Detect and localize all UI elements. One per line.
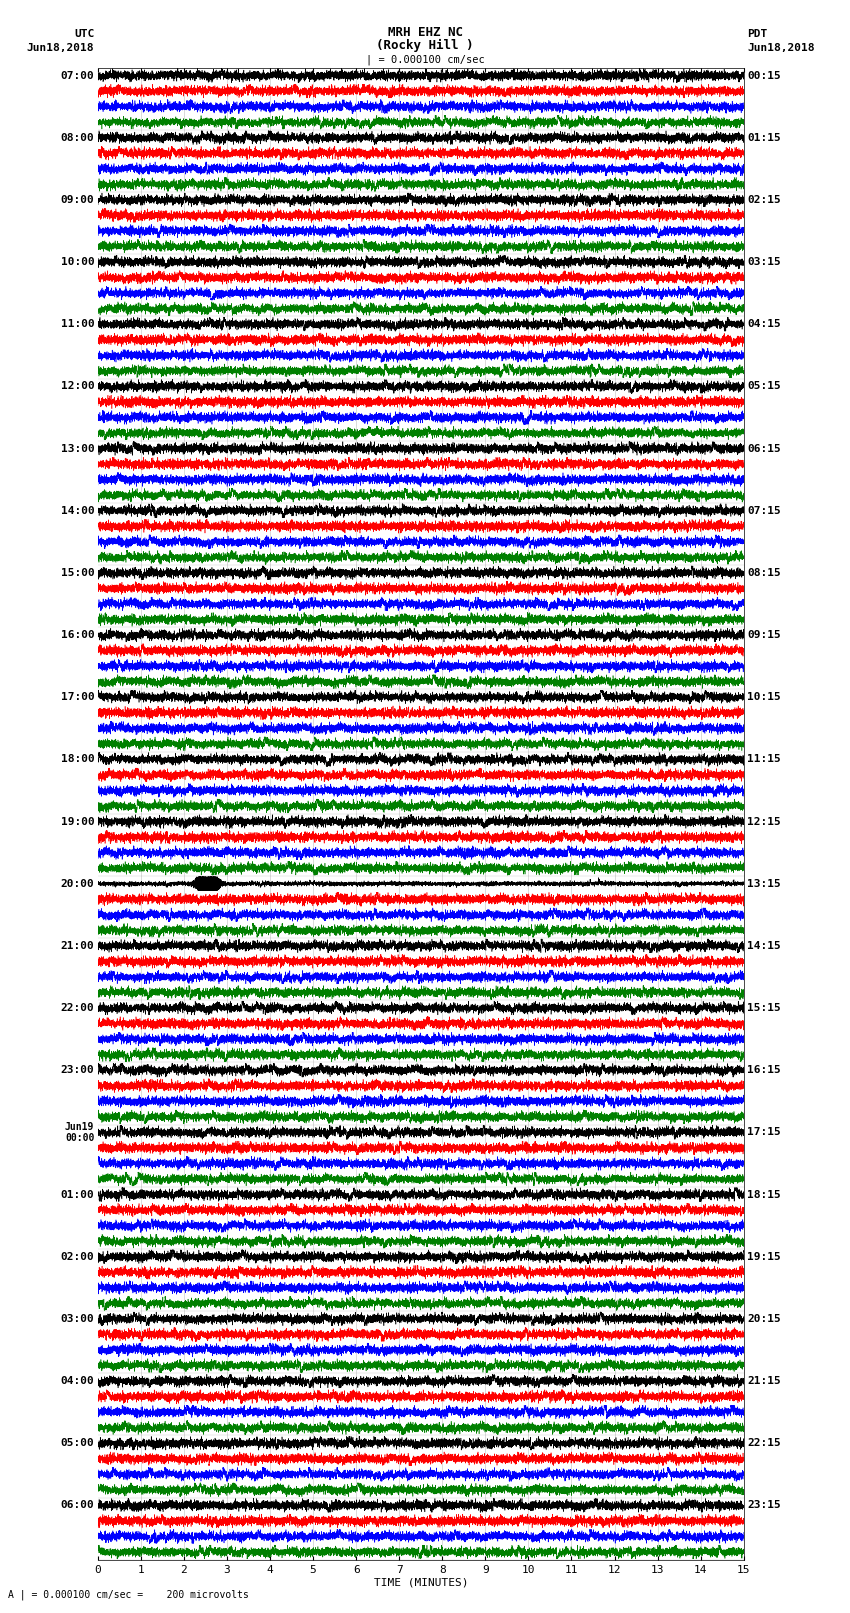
Text: 14:00: 14:00 [60, 506, 94, 516]
Text: 15:15: 15:15 [747, 1003, 781, 1013]
Text: 02:15: 02:15 [747, 195, 781, 205]
Text: 11:15: 11:15 [747, 755, 781, 765]
Text: 01:00: 01:00 [60, 1189, 94, 1200]
Text: 18:00: 18:00 [60, 755, 94, 765]
Text: 09:00: 09:00 [60, 195, 94, 205]
Text: Jun19
00:00: Jun19 00:00 [65, 1121, 94, 1144]
Text: 13:00: 13:00 [60, 444, 94, 453]
Text: 09:15: 09:15 [747, 631, 781, 640]
Text: 17:15: 17:15 [747, 1127, 781, 1137]
Text: 23:15: 23:15 [747, 1500, 781, 1510]
Text: 17:00: 17:00 [60, 692, 94, 702]
Text: 02:00: 02:00 [60, 1252, 94, 1261]
Text: PDT: PDT [747, 29, 768, 39]
Text: 15:00: 15:00 [60, 568, 94, 577]
Text: 14:15: 14:15 [747, 940, 781, 952]
Text: 16:00: 16:00 [60, 631, 94, 640]
Text: 04:15: 04:15 [747, 319, 781, 329]
Text: 10:00: 10:00 [60, 256, 94, 268]
Text: 20:15: 20:15 [747, 1315, 781, 1324]
Text: Jun18,2018: Jun18,2018 [747, 44, 814, 53]
Text: 01:15: 01:15 [747, 132, 781, 142]
Text: 05:00: 05:00 [60, 1439, 94, 1448]
Text: 22:15: 22:15 [747, 1439, 781, 1448]
Text: (Rocky Hill ): (Rocky Hill ) [377, 39, 473, 52]
Text: 04:00: 04:00 [60, 1376, 94, 1386]
Text: 22:00: 22:00 [60, 1003, 94, 1013]
X-axis label: TIME (MINUTES): TIME (MINUTES) [373, 1578, 468, 1587]
Text: Jun18,2018: Jun18,2018 [27, 44, 94, 53]
Text: 23:00: 23:00 [60, 1065, 94, 1076]
Text: UTC: UTC [74, 29, 94, 39]
Text: 19:00: 19:00 [60, 816, 94, 826]
Text: 12:00: 12:00 [60, 381, 94, 392]
Text: 13:15: 13:15 [747, 879, 781, 889]
Text: 00:15: 00:15 [747, 71, 781, 81]
Text: 18:15: 18:15 [747, 1189, 781, 1200]
Text: 07:15: 07:15 [747, 506, 781, 516]
Text: 08:00: 08:00 [60, 132, 94, 142]
Text: 21:15: 21:15 [747, 1376, 781, 1386]
Text: 03:00: 03:00 [60, 1315, 94, 1324]
Text: 05:15: 05:15 [747, 381, 781, 392]
Text: 12:15: 12:15 [747, 816, 781, 826]
Text: 10:15: 10:15 [747, 692, 781, 702]
Text: 21:00: 21:00 [60, 940, 94, 952]
Text: 11:00: 11:00 [60, 319, 94, 329]
Text: 08:15: 08:15 [747, 568, 781, 577]
Text: | = 0.000100 cm/sec: | = 0.000100 cm/sec [366, 53, 484, 65]
Text: 07:00: 07:00 [60, 71, 94, 81]
Text: 03:15: 03:15 [747, 256, 781, 268]
Text: A | = 0.000100 cm/sec =    200 microvolts: A | = 0.000100 cm/sec = 200 microvolts [8, 1589, 249, 1600]
Text: 20:00: 20:00 [60, 879, 94, 889]
Text: MRH EHZ NC: MRH EHZ NC [388, 26, 462, 39]
Text: 16:15: 16:15 [747, 1065, 781, 1076]
Text: 06:00: 06:00 [60, 1500, 94, 1510]
Text: 06:15: 06:15 [747, 444, 781, 453]
Text: 19:15: 19:15 [747, 1252, 781, 1261]
